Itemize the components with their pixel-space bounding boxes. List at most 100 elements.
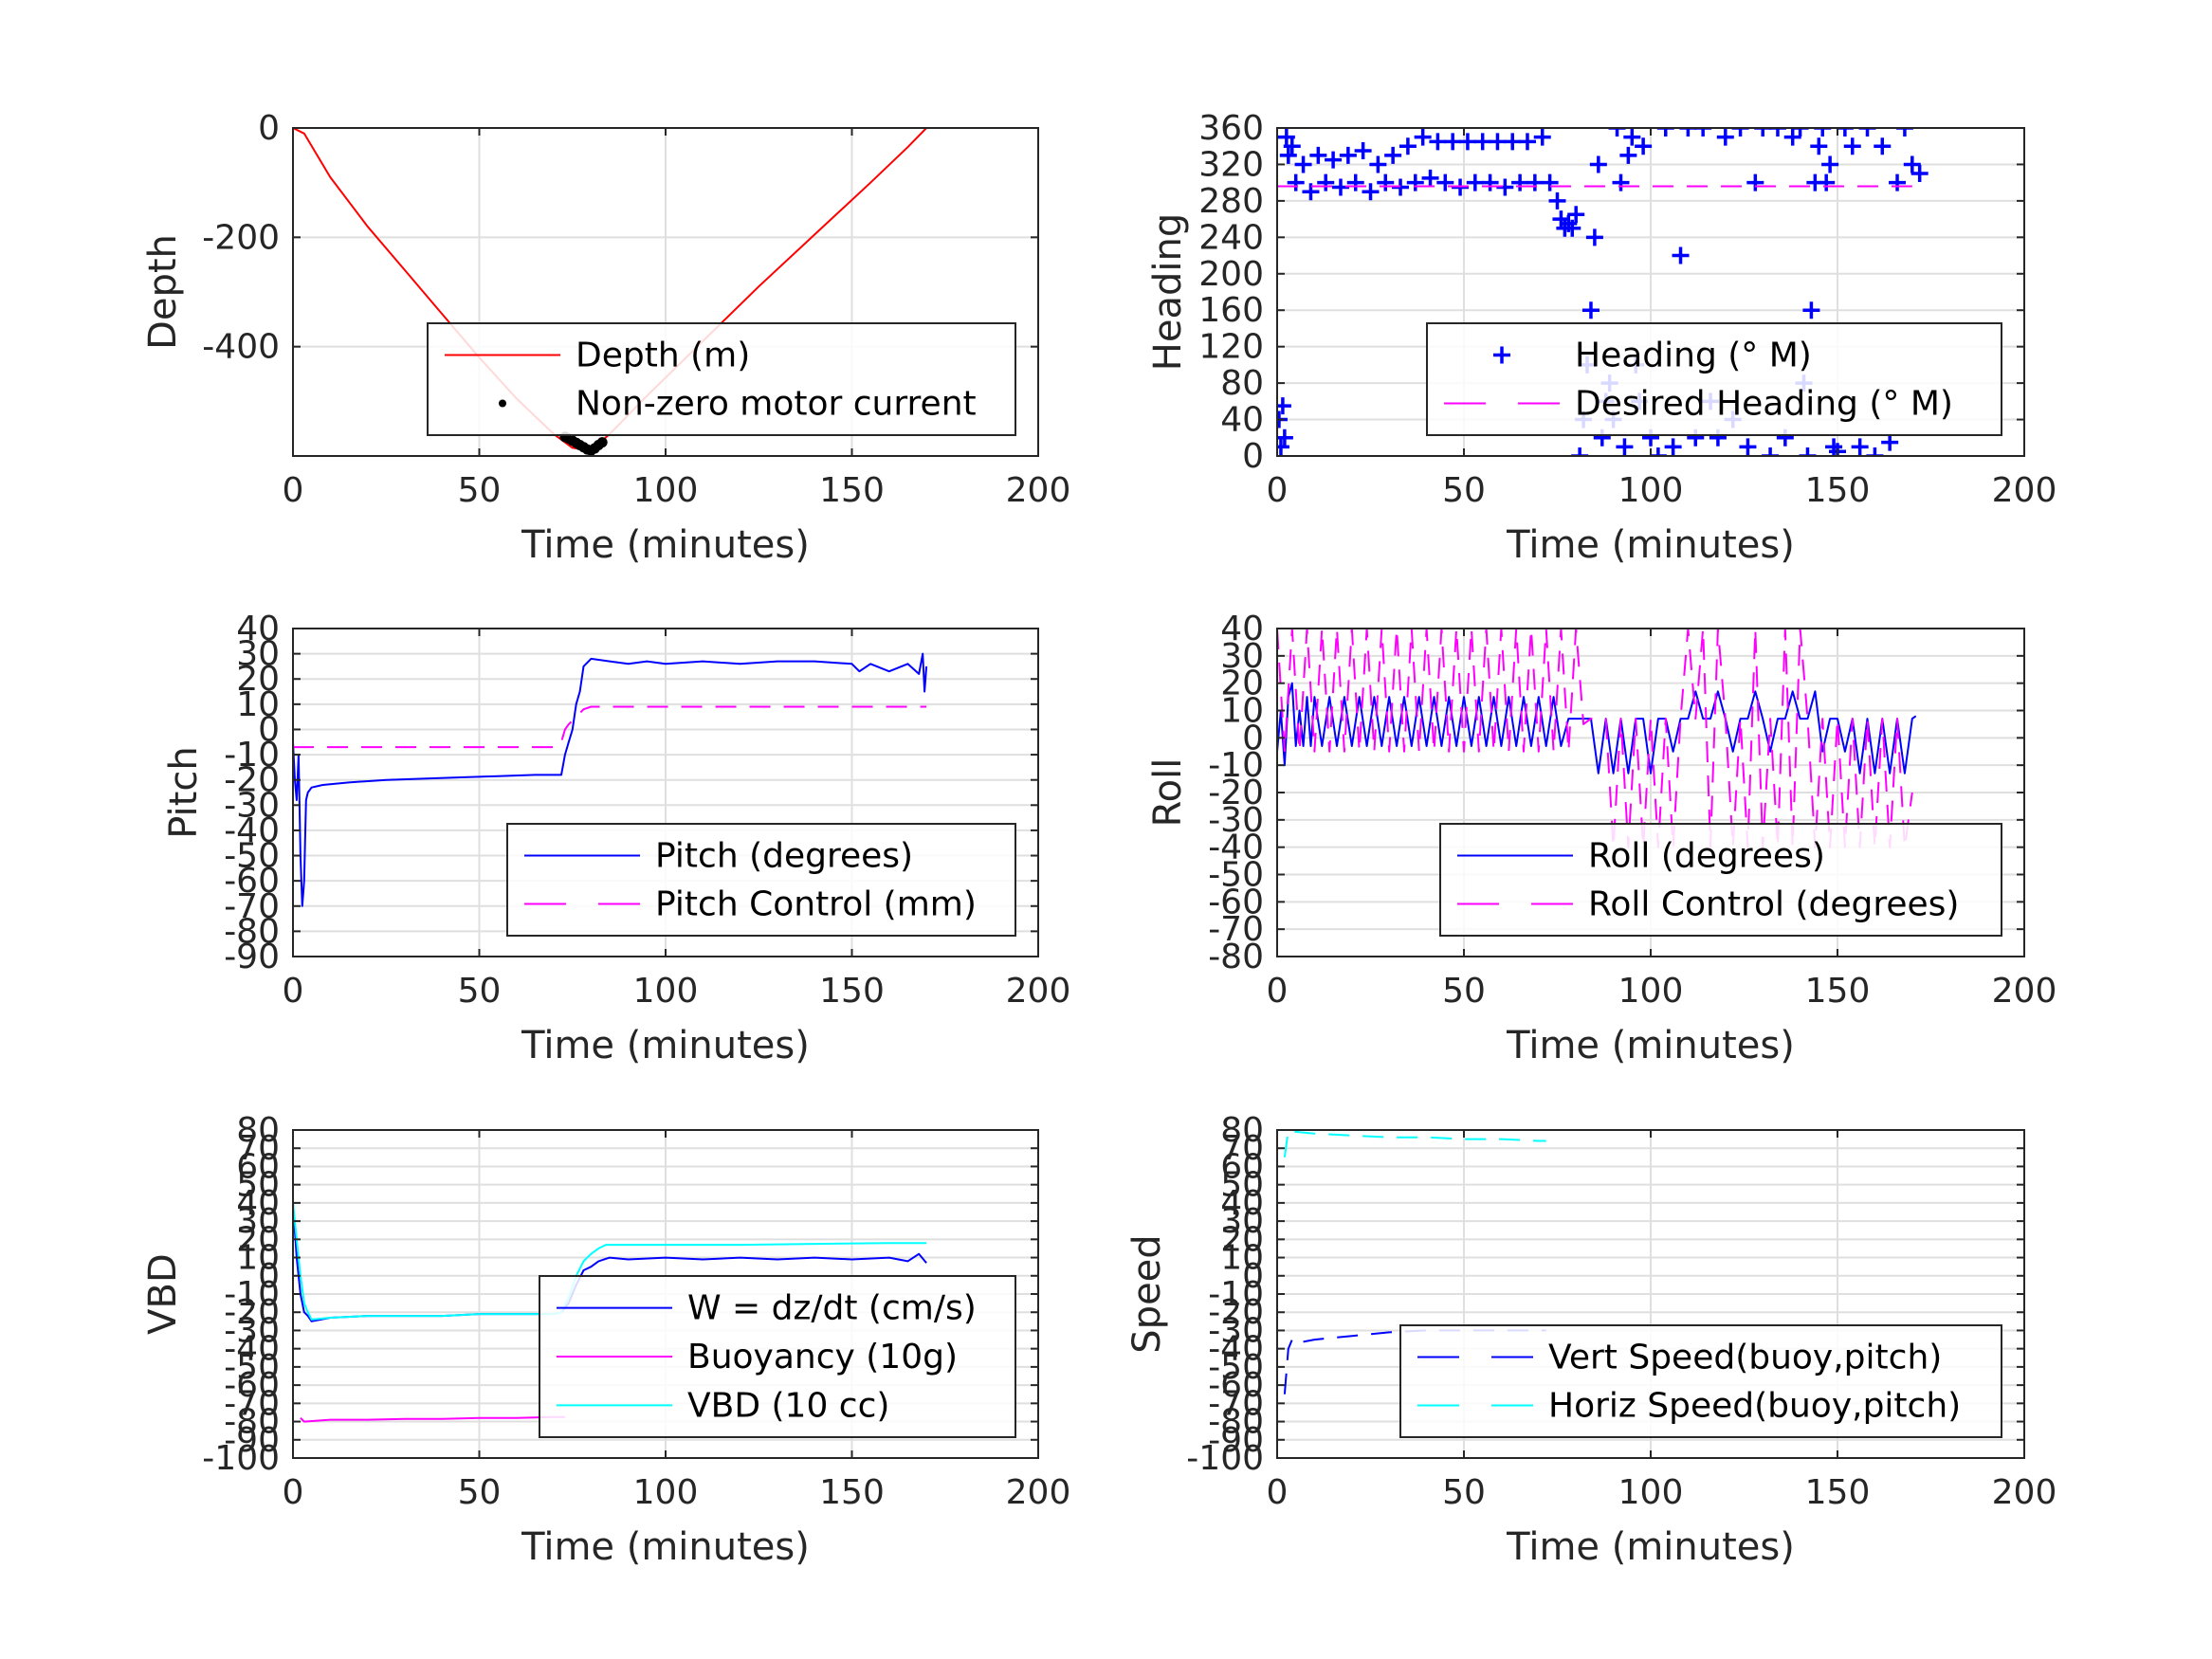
x-tick-label: 50 <box>458 972 502 1011</box>
y-tick-label: -100 <box>1186 1439 1264 1478</box>
legend-label: Desired Heading (° M) <box>1575 385 1953 424</box>
y-tick-label: 40 <box>236 610 280 648</box>
x-tick-label: 50 <box>458 471 502 510</box>
series-heading-m-point <box>1616 438 1634 456</box>
y-tick-label: -90 <box>224 938 280 976</box>
y-tick-label: 40 <box>1220 1184 1264 1223</box>
series-heading-m-point <box>1585 228 1603 246</box>
legend-label: Vert Speed(buoy,pitch) <box>1548 1339 1942 1377</box>
series-heading-m-point <box>1567 206 1585 224</box>
series-heading-m-point <box>1608 128 1626 137</box>
series-heading-m-point <box>1672 246 1690 264</box>
series-heading-m-point <box>1910 165 1929 183</box>
x-tick-label: 0 <box>1267 471 1289 510</box>
series-pitch-degrees <box>293 652 928 907</box>
y-tick-label: -40 <box>224 1330 280 1369</box>
x-tick-label: 200 <box>1006 471 1071 510</box>
series-heading-m-point <box>1526 173 1544 191</box>
series-heading-m-point <box>1518 133 1536 151</box>
chart-vbd: 0 50 100 150 20080706050403020100-10-20-30-4… <box>141 1111 1070 1569</box>
series-heading-m-point <box>1414 128 1432 146</box>
series-heading-m-point <box>1802 301 1820 319</box>
y-tick-label: -70 <box>224 1384 280 1423</box>
y-tick-label: 60 <box>1220 1147 1264 1186</box>
y-tick-label: -10 <box>224 1275 280 1314</box>
series-heading-m-point <box>1541 173 1559 191</box>
x-axis-label: Time (minutes) <box>521 523 810 567</box>
legend-label: Pitch (degrees) <box>655 837 913 876</box>
series-heading-m-point <box>1866 447 1884 456</box>
x-tick-label: 150 <box>1805 972 1871 1011</box>
y-axis-label: VBD <box>141 1253 185 1335</box>
y-tick-label: 50 <box>236 1166 280 1205</box>
series-heading-m-point <box>1466 173 1484 191</box>
series-heading-m-point <box>1277 128 1295 146</box>
y-tick-label: 80 <box>1220 1111 1264 1150</box>
series-heading-m-point <box>1799 447 1817 456</box>
series-heading-m-point <box>1635 137 1653 155</box>
series-heading-m-point <box>1362 183 1380 201</box>
legend-label: VBD (10 cc) <box>687 1386 889 1425</box>
legend-swatch <box>1493 346 1510 364</box>
y-tick-label: -20 <box>1208 1293 1264 1332</box>
y-axis-label: Pitch <box>162 746 206 838</box>
series-heading-m-point <box>1889 173 1907 191</box>
series-heading-m-point <box>1581 301 1600 319</box>
series-heading-m-point <box>1746 173 1764 191</box>
x-tick-label: 150 <box>1805 1473 1871 1512</box>
y-tick-label: 0 <box>258 1257 280 1296</box>
y-tick-label: -50 <box>1208 856 1264 895</box>
y-tick-label: -80 <box>1208 938 1264 976</box>
y-tick-label: 280 <box>1198 182 1264 221</box>
y-tick-label: -200 <box>202 218 280 257</box>
series-roll-degrees <box>1277 682 1917 775</box>
legend: Heading (° M) Desired Heading (° M) <box>1426 322 2002 436</box>
series-heading-m-point <box>1444 133 1462 151</box>
x-tick-label: 200 <box>1992 972 2057 1011</box>
series-heading-m-point <box>1406 173 1424 191</box>
series-heading-m-point <box>1277 438 1289 456</box>
x-axis-label: Time (minutes) <box>1506 523 1795 567</box>
legend: Depth (m) Non-zero motor current <box>427 322 1016 436</box>
series-heading-m-point <box>1339 146 1357 164</box>
y-tick-label: -400 <box>202 328 280 367</box>
x-tick-label: 150 <box>819 471 885 510</box>
legend: Vert Speed(buoy,pitch) Horiz Speed(buoy,p… <box>1399 1324 2002 1438</box>
series-heading-m-point <box>1818 173 1836 191</box>
y-tick-label: 30 <box>236 635 280 674</box>
x-tick-label: 100 <box>633 972 699 1011</box>
y-tick-label: 30 <box>1220 1202 1264 1241</box>
x-tick-label: 100 <box>1618 471 1684 510</box>
chart-heading: 0 50 100 150 20004080120160200240280320360Ti… <box>1146 109 2057 567</box>
series-heading-m-point <box>1810 137 1828 155</box>
y-tick-label: -50 <box>224 1348 280 1387</box>
y-tick-label: 20 <box>1220 1220 1264 1259</box>
legend-box <box>1439 823 2002 937</box>
series-non-zero-motor-current-point <box>596 437 608 448</box>
x-tick-label: 50 <box>1442 471 1486 510</box>
series-heading-m-point <box>1836 128 1854 137</box>
series-heading-m-point <box>1843 137 1861 155</box>
y-axis-label: Roll <box>1146 758 1190 828</box>
series-heading-m-point <box>1716 128 1734 146</box>
y-tick-label: 30 <box>236 1202 280 1241</box>
series-heading-m-point <box>1473 133 1491 151</box>
y-tick-label: -90 <box>1208 1421 1264 1460</box>
y-tick-label: 80 <box>236 1111 280 1150</box>
y-tick-label: 20 <box>236 660 280 699</box>
legend-label: Pitch Control (mm) <box>655 885 977 924</box>
y-tick-label: 240 <box>1198 218 1264 257</box>
series-pitch-control-mm <box>293 705 927 749</box>
y-tick-label: -20 <box>1208 774 1264 812</box>
legend-label: Horiz Speed(buoy,pitch) <box>1548 1387 1961 1426</box>
series-heading-m-point <box>1384 146 1402 164</box>
y-tick-label: -80 <box>224 1403 280 1442</box>
series-heading-m-point <box>1623 128 1641 146</box>
chart-pitch: 0 50 100 150 200403020100-10-20-30-40-50-60-… <box>162 610 1070 1067</box>
series-heading-m-point <box>1903 155 1921 173</box>
x-tick-label: 0 <box>283 471 304 510</box>
chart-roll: 0 50 100 150 200403020100-10-20-30-40-50-60-… <box>1146 610 2057 1067</box>
y-tick-label: 70 <box>1220 1129 1264 1168</box>
y-tick-label: -30 <box>1208 801 1264 840</box>
legend: W = dz/dt (cm/s) Buoyancy (10g) VBD (10 cc… <box>539 1275 1016 1438</box>
